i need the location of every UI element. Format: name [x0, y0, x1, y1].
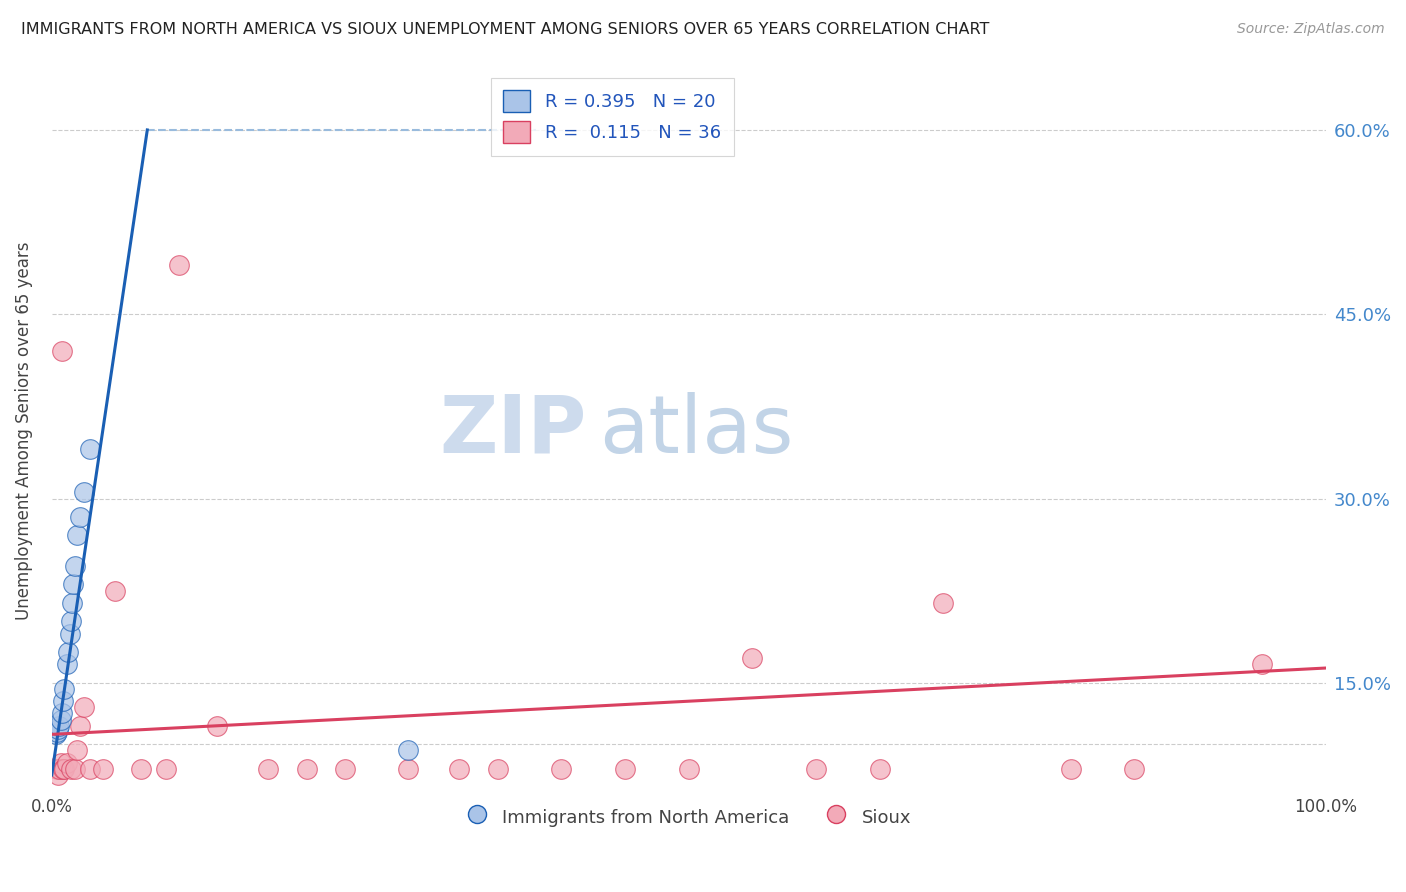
Point	[932, 596, 955, 610]
Text: ZIP: ZIP	[440, 392, 586, 470]
Point	[1250, 657, 1272, 672]
Point	[207, 719, 229, 733]
Point	[804, 762, 827, 776]
Point	[56, 756, 79, 770]
Point	[51, 706, 73, 721]
Point	[613, 762, 636, 776]
Point	[69, 510, 91, 524]
Point	[1123, 762, 1146, 776]
Point	[56, 657, 79, 672]
Point	[869, 762, 891, 776]
Point	[155, 762, 177, 776]
Point	[60, 596, 83, 610]
Point	[46, 723, 69, 737]
Legend: Immigrants from North America, Sioux: Immigrants from North America, Sioux	[458, 798, 918, 835]
Point	[550, 762, 572, 776]
Point	[129, 762, 152, 776]
Point	[72, 485, 94, 500]
Point	[1060, 762, 1083, 776]
Point	[59, 615, 82, 629]
Point	[79, 762, 101, 776]
Point	[66, 743, 89, 757]
Point	[167, 258, 190, 272]
Point	[48, 719, 70, 733]
Point	[63, 559, 86, 574]
Point	[678, 762, 700, 776]
Point	[58, 626, 80, 640]
Point	[45, 762, 67, 776]
Point	[295, 762, 318, 776]
Point	[333, 762, 356, 776]
Y-axis label: Unemployment Among Seniors over 65 years: Unemployment Among Seniors over 65 years	[15, 242, 32, 620]
Point	[396, 743, 419, 757]
Point	[63, 762, 86, 776]
Point	[53, 762, 76, 776]
Point	[741, 651, 763, 665]
Point	[48, 762, 70, 776]
Point	[69, 719, 91, 733]
Point	[58, 645, 80, 659]
Point	[53, 681, 76, 696]
Point	[52, 762, 75, 776]
Point	[45, 725, 67, 739]
Point	[91, 762, 114, 776]
Point	[72, 700, 94, 714]
Point	[49, 713, 72, 727]
Point	[79, 442, 101, 457]
Text: IMMIGRANTS FROM NORTH AMERICA VS SIOUX UNEMPLOYMENT AMONG SENIORS OVER 65 YEARS : IMMIGRANTS FROM NORTH AMERICA VS SIOUX U…	[21, 22, 990, 37]
Point	[52, 694, 75, 708]
Point	[449, 762, 471, 776]
Point	[66, 528, 89, 542]
Point	[46, 768, 69, 782]
Point	[51, 344, 73, 359]
Point	[59, 762, 82, 776]
Point	[62, 577, 84, 591]
Text: Source: ZipAtlas.com: Source: ZipAtlas.com	[1237, 22, 1385, 37]
Point	[396, 762, 419, 776]
Text: atlas: atlas	[599, 392, 794, 470]
Point	[104, 583, 127, 598]
Point	[486, 762, 509, 776]
Point	[45, 727, 67, 741]
Point	[49, 756, 72, 770]
Point	[257, 762, 280, 776]
